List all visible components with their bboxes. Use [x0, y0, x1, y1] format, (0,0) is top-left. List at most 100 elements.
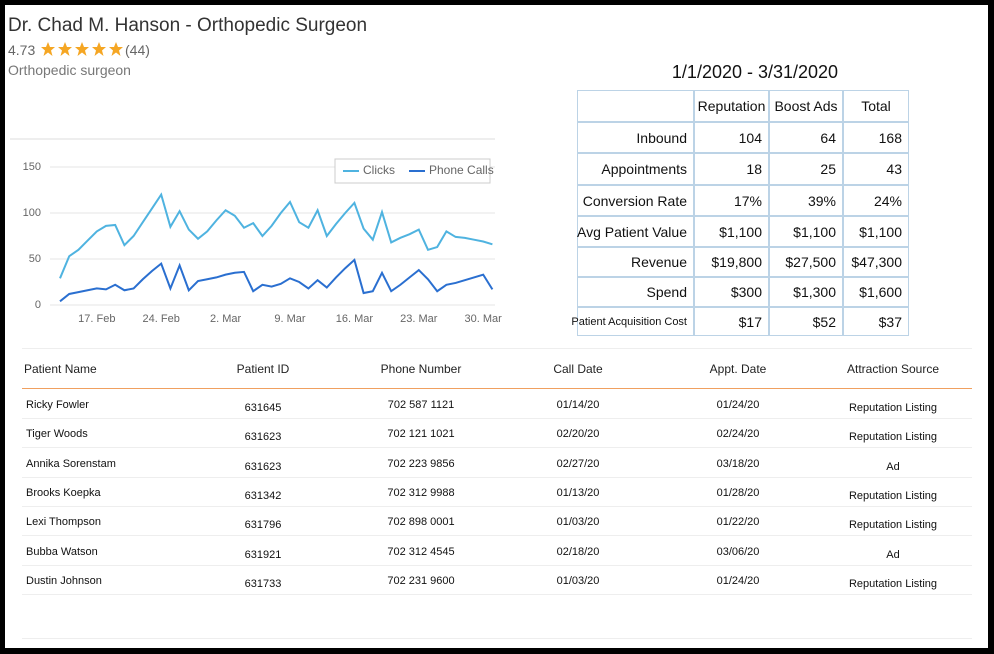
value-cell: 64 [769, 122, 843, 153]
cell: 01/03/20 [556, 574, 600, 587]
value-cell: $19,800 [694, 247, 769, 277]
cell: 702 231 9600 [387, 574, 455, 587]
cell: 631342 [244, 489, 282, 502]
cell: Bubba Watson [26, 545, 98, 558]
page: Dr. Chad M. Hanson - Orthopedic Surgeon … [5, 5, 988, 648]
cell: 02/20/20 [556, 428, 600, 441]
row-label: Revenue [577, 247, 694, 277]
cell: 01/22/20 [716, 516, 760, 529]
header-divider [22, 388, 972, 389]
x-tick-label: 24. Feb [143, 313, 180, 325]
column-header: Phone Number [380, 362, 462, 376]
column-header: Boost Ads [769, 90, 843, 122]
cell: 702 587 1121 [387, 399, 455, 411]
value-cell: $1,100 [769, 216, 843, 247]
x-tick-label: 2. Mar [210, 313, 242, 325]
bottom-divider [22, 638, 972, 639]
chart: 0 50 100 150 17. Feb 24. Feb 2. Mar 9. Mar 16. M… [10, 138, 503, 325]
legend-label: Phone Calls [429, 163, 494, 177]
column-header: Total [843, 90, 909, 122]
cell: 702 121 1021 [387, 428, 455, 441]
y-tick-label: 150 [23, 161, 41, 173]
column-header: Call Date [553, 362, 603, 376]
cell: 631733 [244, 577, 282, 590]
cell: Annika Sorenstam [26, 457, 116, 470]
cell: 702 312 9988 [387, 486, 455, 499]
value-cell: 39% [769, 185, 843, 216]
cell: 02/18/20 [556, 545, 600, 558]
row-divider [22, 564, 972, 566]
summary-table: Reputation Boost Ads Total Inbound 104 64 168 A… [571, 90, 917, 340]
x-tick-label: 30. Mar [465, 313, 503, 325]
value-cell: $1,600 [843, 277, 909, 307]
value-cell: $17 [694, 307, 769, 336]
cell: 02/27/20 [556, 457, 600, 470]
y-tick-label: 100 [23, 207, 41, 219]
row-label: Conversion Rate [577, 185, 694, 216]
cell: Reputation Listing [848, 402, 938, 414]
cell: Ad [886, 460, 900, 473]
value-cell: 18 [694, 153, 769, 185]
stars [41, 42, 123, 56]
cell: 702 312 4545 [387, 545, 455, 558]
cell: 03/18/20 [716, 457, 760, 470]
value-cell: 43 [843, 153, 909, 185]
subtitle: Orthopedic surgeon [8, 62, 131, 78]
column-header: Reputation [694, 90, 769, 122]
cell: Tiger Woods [26, 428, 88, 441]
line-series [59, 258, 494, 303]
row-divider [22, 476, 972, 478]
cell: 01/14/20 [556, 399, 600, 411]
value-cell: 168 [843, 122, 909, 153]
cell: 631796 [244, 519, 282, 532]
line-series [59, 192, 493, 279]
column-header: Patient Name [24, 362, 97, 376]
doctor-name: Dr. Chad M. Hanson - Orthopedic Surgeon [8, 15, 368, 36]
value-cell: $37 [843, 307, 909, 336]
value-cell: $52 [769, 307, 843, 336]
top-divider [22, 348, 972, 349]
legend-label: Clicks [363, 163, 395, 177]
cell: Ad [886, 548, 900, 561]
cell: 631645 [244, 402, 282, 414]
review-count: (44) [125, 42, 150, 58]
x-tick-label: 23. Mar [400, 313, 438, 325]
x-tick-label: 17. Feb [78, 313, 115, 325]
cell: 631921 [244, 548, 282, 561]
cell: Ricky Fowler [26, 399, 89, 411]
x-tick-label: 9. Mar [274, 313, 306, 325]
column-header: Patient ID [236, 362, 290, 376]
column-header: Appt. Date [709, 362, 767, 376]
row-divider [22, 535, 972, 537]
summary-title: 1/1/2020 - 3/31/2020 [671, 62, 839, 82]
value-cell: $47,300 [843, 247, 909, 277]
cell: 01/24/20 [716, 399, 760, 411]
row-divider [22, 447, 972, 449]
row-label: Inbound [577, 122, 694, 153]
value-cell: $300 [694, 277, 769, 307]
row-divider [22, 593, 972, 595]
cell: 01/28/20 [716, 486, 760, 499]
cell: Brooks Koepka [26, 486, 101, 499]
value-cell: 24% [843, 185, 909, 216]
cell: 01/24/20 [716, 574, 760, 587]
row-label: Appointments [577, 153, 694, 185]
cell: 01/03/20 [556, 516, 600, 529]
value-cell: $1,300 [769, 277, 843, 307]
column-header: Attraction Source [846, 362, 940, 376]
cell: Reputation Listing [848, 519, 938, 532]
header-cell [577, 90, 694, 122]
row-label: Spend [577, 277, 694, 307]
value-cell: $1,100 [843, 216, 909, 247]
y-tick-label: 0 [35, 299, 41, 311]
cell: 01/13/20 [556, 486, 600, 499]
value-cell: 17% [694, 185, 769, 216]
patient-table: Patient Name Patient ID Phone Number Call D… [22, 348, 972, 648]
value-cell: $27,500 [769, 247, 843, 277]
cell: Dustin Johnson [26, 574, 102, 587]
cell: 02/24/20 [716, 428, 760, 441]
row-divider [22, 418, 972, 419]
cell: 702 223 9856 [387, 457, 455, 470]
cell: 631623 [244, 431, 282, 444]
